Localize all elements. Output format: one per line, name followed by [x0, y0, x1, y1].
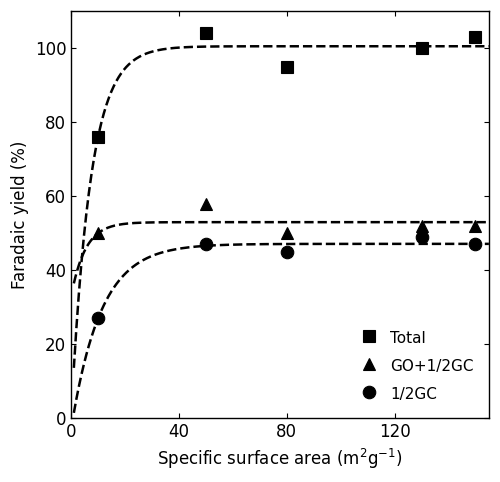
GO+1/2GC: [472, 223, 478, 229]
GO+1/2GC: [418, 223, 424, 229]
Line: Total: Total: [92, 27, 481, 143]
1/2GC: [472, 241, 478, 247]
Line: 1/2GC: 1/2GC: [92, 231, 481, 325]
Line: GO+1/2GC: GO+1/2GC: [92, 198, 481, 240]
Legend: Total, GO+1/2GC, 1/2GC: Total, GO+1/2GC, 1/2GC: [352, 321, 481, 411]
X-axis label: Specific surface area (m$^2$g$^{-1}$): Specific surface area (m$^2$g$^{-1}$): [157, 447, 403, 471]
1/2GC: [203, 241, 209, 247]
1/2GC: [95, 316, 101, 321]
GO+1/2GC: [95, 230, 101, 236]
1/2GC: [284, 249, 290, 254]
GO+1/2GC: [284, 230, 290, 236]
Y-axis label: Faradaic yield (%): Faradaic yield (%): [11, 141, 29, 289]
Total: [203, 30, 209, 36]
Total: [284, 64, 290, 69]
Total: [472, 34, 478, 40]
Total: [418, 45, 424, 51]
GO+1/2GC: [203, 201, 209, 206]
1/2GC: [418, 234, 424, 240]
Total: [95, 134, 101, 140]
